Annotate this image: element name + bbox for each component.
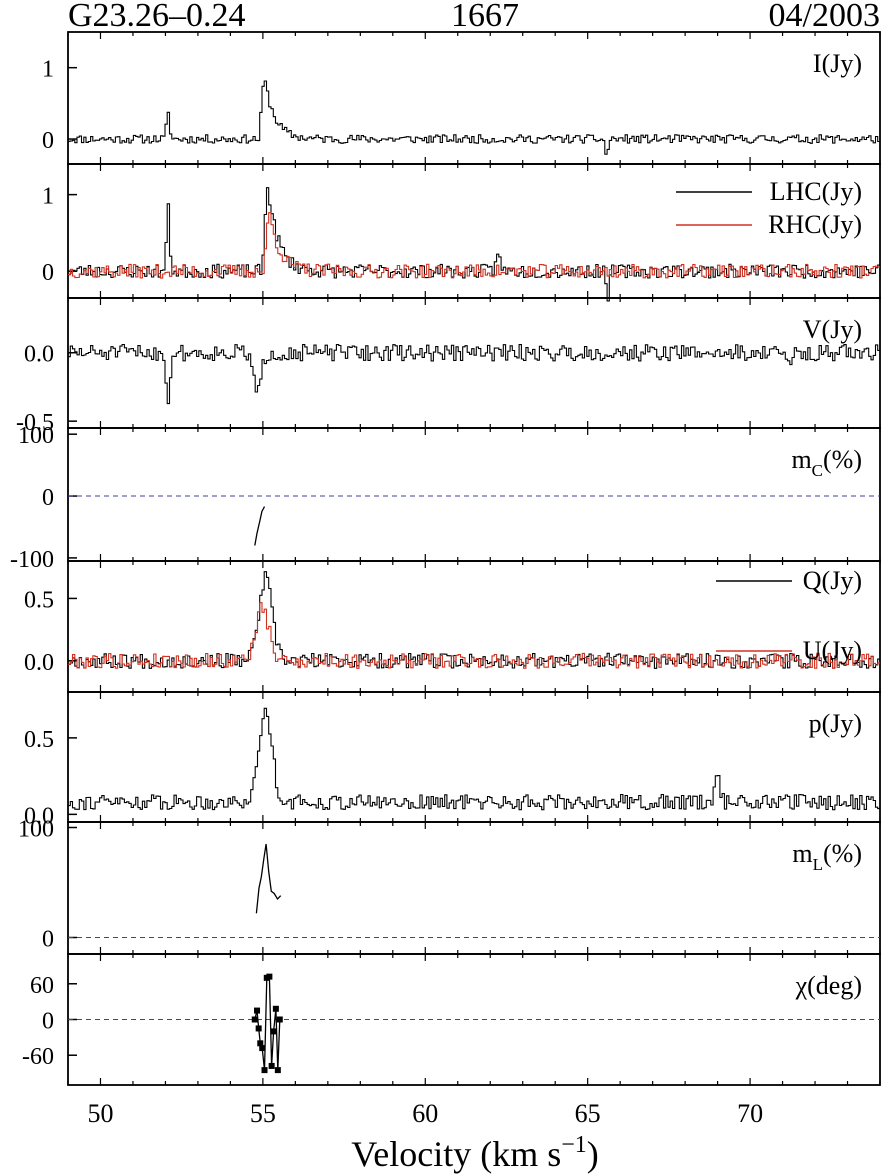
panel-mC: 100 0 -100 mC(%)	[10, 423, 881, 573]
chi-point-marker	[251, 1016, 258, 1023]
chi-point-marker	[259, 1045, 266, 1052]
y-tick-label-chi: 0	[42, 1009, 54, 1035]
y-tick-label-p: 0.0	[24, 803, 54, 829]
panel-chi: 60 0 -60 χ(deg)	[22, 953, 881, 1086]
series-p-0	[68, 707, 880, 811]
y-tick-label-LR: 1	[42, 184, 54, 210]
epoch-date-title: 04/2003	[769, 0, 880, 34]
y-tick-label-chi: -60	[22, 1044, 54, 1070]
legend-label-QU: Q(Jy)	[803, 566, 862, 595]
y-tick-label-mL: 100	[18, 817, 54, 843]
y-tick-label-I: 0	[42, 128, 54, 154]
y-tick-label-QU: 0.0	[24, 650, 54, 676]
series-mC-0	[254, 506, 266, 546]
chi-point-marker	[266, 973, 273, 980]
source-name-title: G23.26–0.24	[68, 0, 246, 34]
series-QU-0	[68, 571, 880, 669]
panel-p: 0.5 0.0 p(Jy)	[24, 691, 881, 829]
panel-I: 0 1 I(Jy)	[42, 31, 881, 165]
x-axis: 50 55 60 65 70	[87, 1099, 763, 1128]
chi-point-marker	[261, 1067, 268, 1074]
panel-label-mC: mC(%)	[791, 445, 862, 480]
series-I-0	[68, 80, 880, 155]
panel-label-subscript: C	[812, 461, 823, 480]
frequency-title: 1667	[451, 0, 519, 34]
x-tick-label: 50	[87, 1099, 113, 1128]
legend-label-QU: U(Jy)	[803, 636, 862, 665]
x-axis-label: Velocity (km s−1)	[351, 1132, 599, 1174]
y-tick-label-mC: -100	[10, 547, 54, 573]
panel-label-subscript: L	[813, 855, 823, 874]
y-tick-label-chi: 60	[30, 973, 54, 999]
series-LR-0	[68, 187, 880, 302]
x-axis-label-exponent: −1	[561, 1132, 587, 1158]
panel-QU: 0.5 0.0 Q(Jy) U(Jy)	[24, 560, 881, 693]
panel-label-symbol: m	[791, 445, 811, 474]
x-tick-label: 65	[575, 1099, 601, 1128]
y-tick-label-mL: 0	[42, 927, 54, 953]
panel-label-chi: χ(deg)	[795, 971, 862, 1000]
panel-label-mL: mL(%)	[792, 839, 862, 874]
panel-label-p: p(Jy)	[809, 709, 862, 738]
panel-label-unit: (%)	[823, 839, 862, 868]
series-chi-0	[254, 975, 281, 1071]
y-tick-label-V: 0.0	[24, 342, 54, 368]
panel-LR: 0 1 LHC(Jy) RHC(Jy)	[42, 163, 881, 302]
y-tick-label-p: 0.5	[24, 727, 54, 753]
legend-label-LR: LHC(Jy)	[770, 177, 862, 206]
chi-point-marker	[255, 1025, 262, 1032]
y-tick-label-V: -0.5	[16, 410, 54, 436]
panel-label-symbol: m	[792, 839, 812, 868]
panel-frame-mC	[67, 427, 881, 562]
chi-point-marker	[276, 1016, 283, 1023]
panel-label-V: V(Jy)	[803, 315, 862, 344]
x-tick-label: 60	[412, 1099, 438, 1128]
legend-label-LR: RHC(Jy)	[768, 210, 862, 239]
panel-mL: 100 0 mL(%)	[18, 817, 881, 955]
y-tick-label-mC: 100	[18, 423, 54, 449]
panel-frame-mL	[67, 821, 881, 955]
panel-V: 0.0 -0.5 V(Jy)	[16, 297, 881, 436]
chi-point-marker	[268, 1062, 275, 1069]
chi-point-marker	[274, 1067, 281, 1074]
series-LR-1	[68, 212, 880, 279]
series-mL-0	[255, 843, 282, 914]
x-tick-label: 70	[737, 1099, 763, 1128]
x-axis-label-main: Velocity (km s	[351, 1134, 561, 1174]
y-tick-label-QU: 0.5	[24, 587, 54, 613]
panel-frame-I	[67, 31, 881, 165]
y-tick-label-I: 1	[42, 57, 54, 83]
panel-frame-LR	[67, 163, 881, 299]
series-V-0	[68, 343, 880, 405]
panel-frame-V	[67, 297, 881, 429]
x-tick-label: 55	[250, 1099, 276, 1128]
x-axis-label-close: )	[587, 1134, 599, 1174]
spectra-panels: 0 1 I(Jy) 0 1 LHC(Jy) RHC(Jy) 0.0 -0.5 V(Jy) 100 0 -…	[10, 31, 881, 1086]
y-tick-label-LR: 0	[42, 260, 54, 286]
chi-point-marker	[270, 1028, 277, 1035]
chi-point-marker	[254, 1007, 261, 1014]
chi-point-marker	[272, 1005, 279, 1012]
y-tick-label-mC: 0	[42, 485, 54, 511]
chi-point-marker	[257, 1040, 264, 1047]
panel-label-I: I(Jy)	[813, 49, 862, 78]
panel-label-unit: (%)	[823, 445, 862, 474]
series-QU-1	[68, 602, 880, 669]
